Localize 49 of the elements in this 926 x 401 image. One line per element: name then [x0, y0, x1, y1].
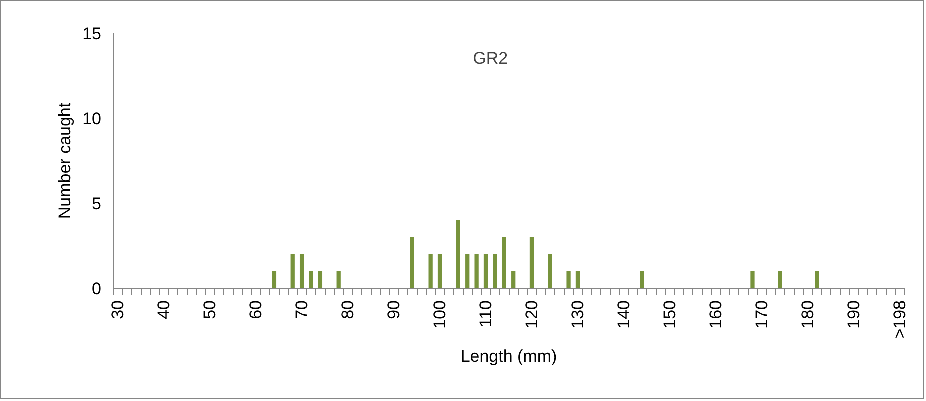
bar: [336, 272, 341, 288]
x-tick-label: 50: [200, 300, 220, 320]
x-tick-label: 150: [660, 300, 680, 329]
x-tick-label: 130: [568, 300, 588, 329]
bar: [815, 272, 820, 288]
bar: [428, 254, 433, 288]
bar: [548, 254, 552, 288]
bar: [750, 272, 755, 288]
bar: [309, 272, 314, 288]
y-axis-title: Number caught: [56, 102, 75, 220]
text: GR2: [473, 49, 508, 68]
x-tick-label: 80: [338, 300, 358, 320]
x-tick-label: 160: [706, 300, 726, 329]
bar: [576, 272, 580, 288]
bar: [474, 254, 479, 288]
bar: [466, 254, 470, 288]
bar: [290, 254, 295, 288]
y-tick-label: 0: [92, 280, 102, 298]
x-tick-label: 90: [384, 300, 404, 320]
y-tick-label: 5: [92, 194, 102, 214]
bar: [502, 238, 506, 288]
x-tick-label: >198: [890, 300, 910, 339]
bar: [640, 272, 644, 288]
bar: [456, 220, 460, 288]
bar: [530, 238, 534, 288]
y-tick-label: 15: [82, 24, 102, 44]
x-tick-label: 30: [108, 300, 128, 320]
bar: [493, 254, 498, 288]
bar: [512, 272, 516, 288]
x-tick-label: 110: [476, 300, 496, 328]
x-tick-label: 180: [798, 300, 818, 329]
x-tick-label: 170: [752, 300, 772, 329]
x-tick-label: 140: [614, 300, 634, 329]
x-tick-label: 60: [246, 300, 266, 320]
bar: [778, 272, 782, 288]
x-tick-label: 120: [522, 300, 542, 329]
bar: [410, 238, 414, 288]
x-tick-label: 70: [292, 300, 312, 320]
bar: [484, 254, 488, 288]
bar: [438, 254, 442, 288]
bar: [300, 254, 304, 288]
x-tick-label: 100: [430, 300, 450, 329]
bar: [566, 272, 571, 288]
x-axis-title: Length (mm): [460, 346, 558, 366]
x-tick-label: 40: [154, 300, 174, 320]
bar: [272, 272, 277, 288]
x-tick-label: 190: [844, 300, 864, 329]
y-tick-label: 10: [82, 110, 102, 128]
bar: [318, 272, 323, 288]
